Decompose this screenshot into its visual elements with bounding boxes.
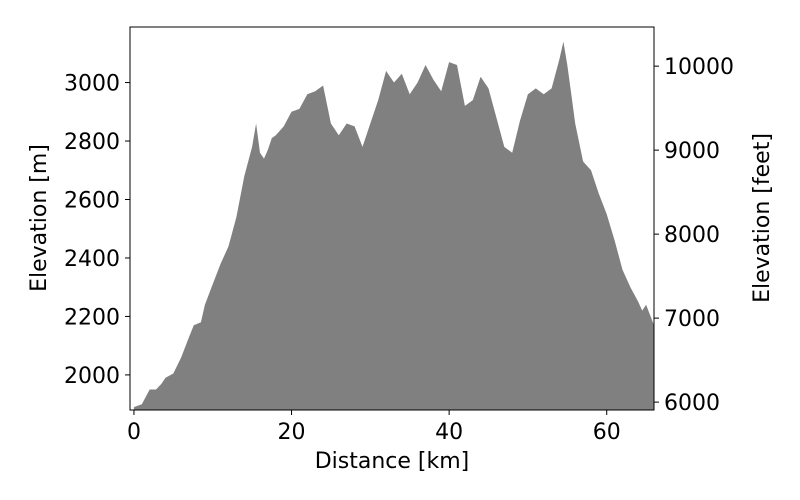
ticks-layer: 0 20 40 60 2000 2200 2400 2600 2800 3000 6000 7000 8… <box>64 55 734 445</box>
y-tick-label-left: 2600 <box>64 188 120 213</box>
plot-frame <box>129 26 655 411</box>
y-tick-label-left: 2200 <box>64 305 120 330</box>
x-axis-title: Distance [km] <box>315 449 470 474</box>
y-tick-label-right: 8000 <box>664 223 720 248</box>
x-tick-label: 20 <box>278 420 306 445</box>
elevation-area <box>133 41 654 410</box>
y-tick-label-right: 9000 <box>664 139 720 164</box>
y-tick-label-right: 7000 <box>664 307 720 332</box>
y-tick-label-left: 2400 <box>64 247 120 272</box>
y-tick-label-left: 2800 <box>64 130 120 155</box>
x-tick-label: 0 <box>127 420 141 445</box>
y-tick-label-left: 2000 <box>64 364 120 389</box>
x-tick-label: 40 <box>435 420 463 445</box>
x-tick-label: 60 <box>593 420 621 445</box>
y-tick-label-right: 6000 <box>664 391 720 416</box>
y-tick-label-right: 10000 <box>664 55 734 80</box>
elevation-area-layer <box>133 41 654 410</box>
y-tick-label-left: 3000 <box>64 72 120 97</box>
y-axis-title-right: Elevation [feet] <box>750 133 775 303</box>
y-axis-title-left: Elevation [m] <box>27 144 52 292</box>
